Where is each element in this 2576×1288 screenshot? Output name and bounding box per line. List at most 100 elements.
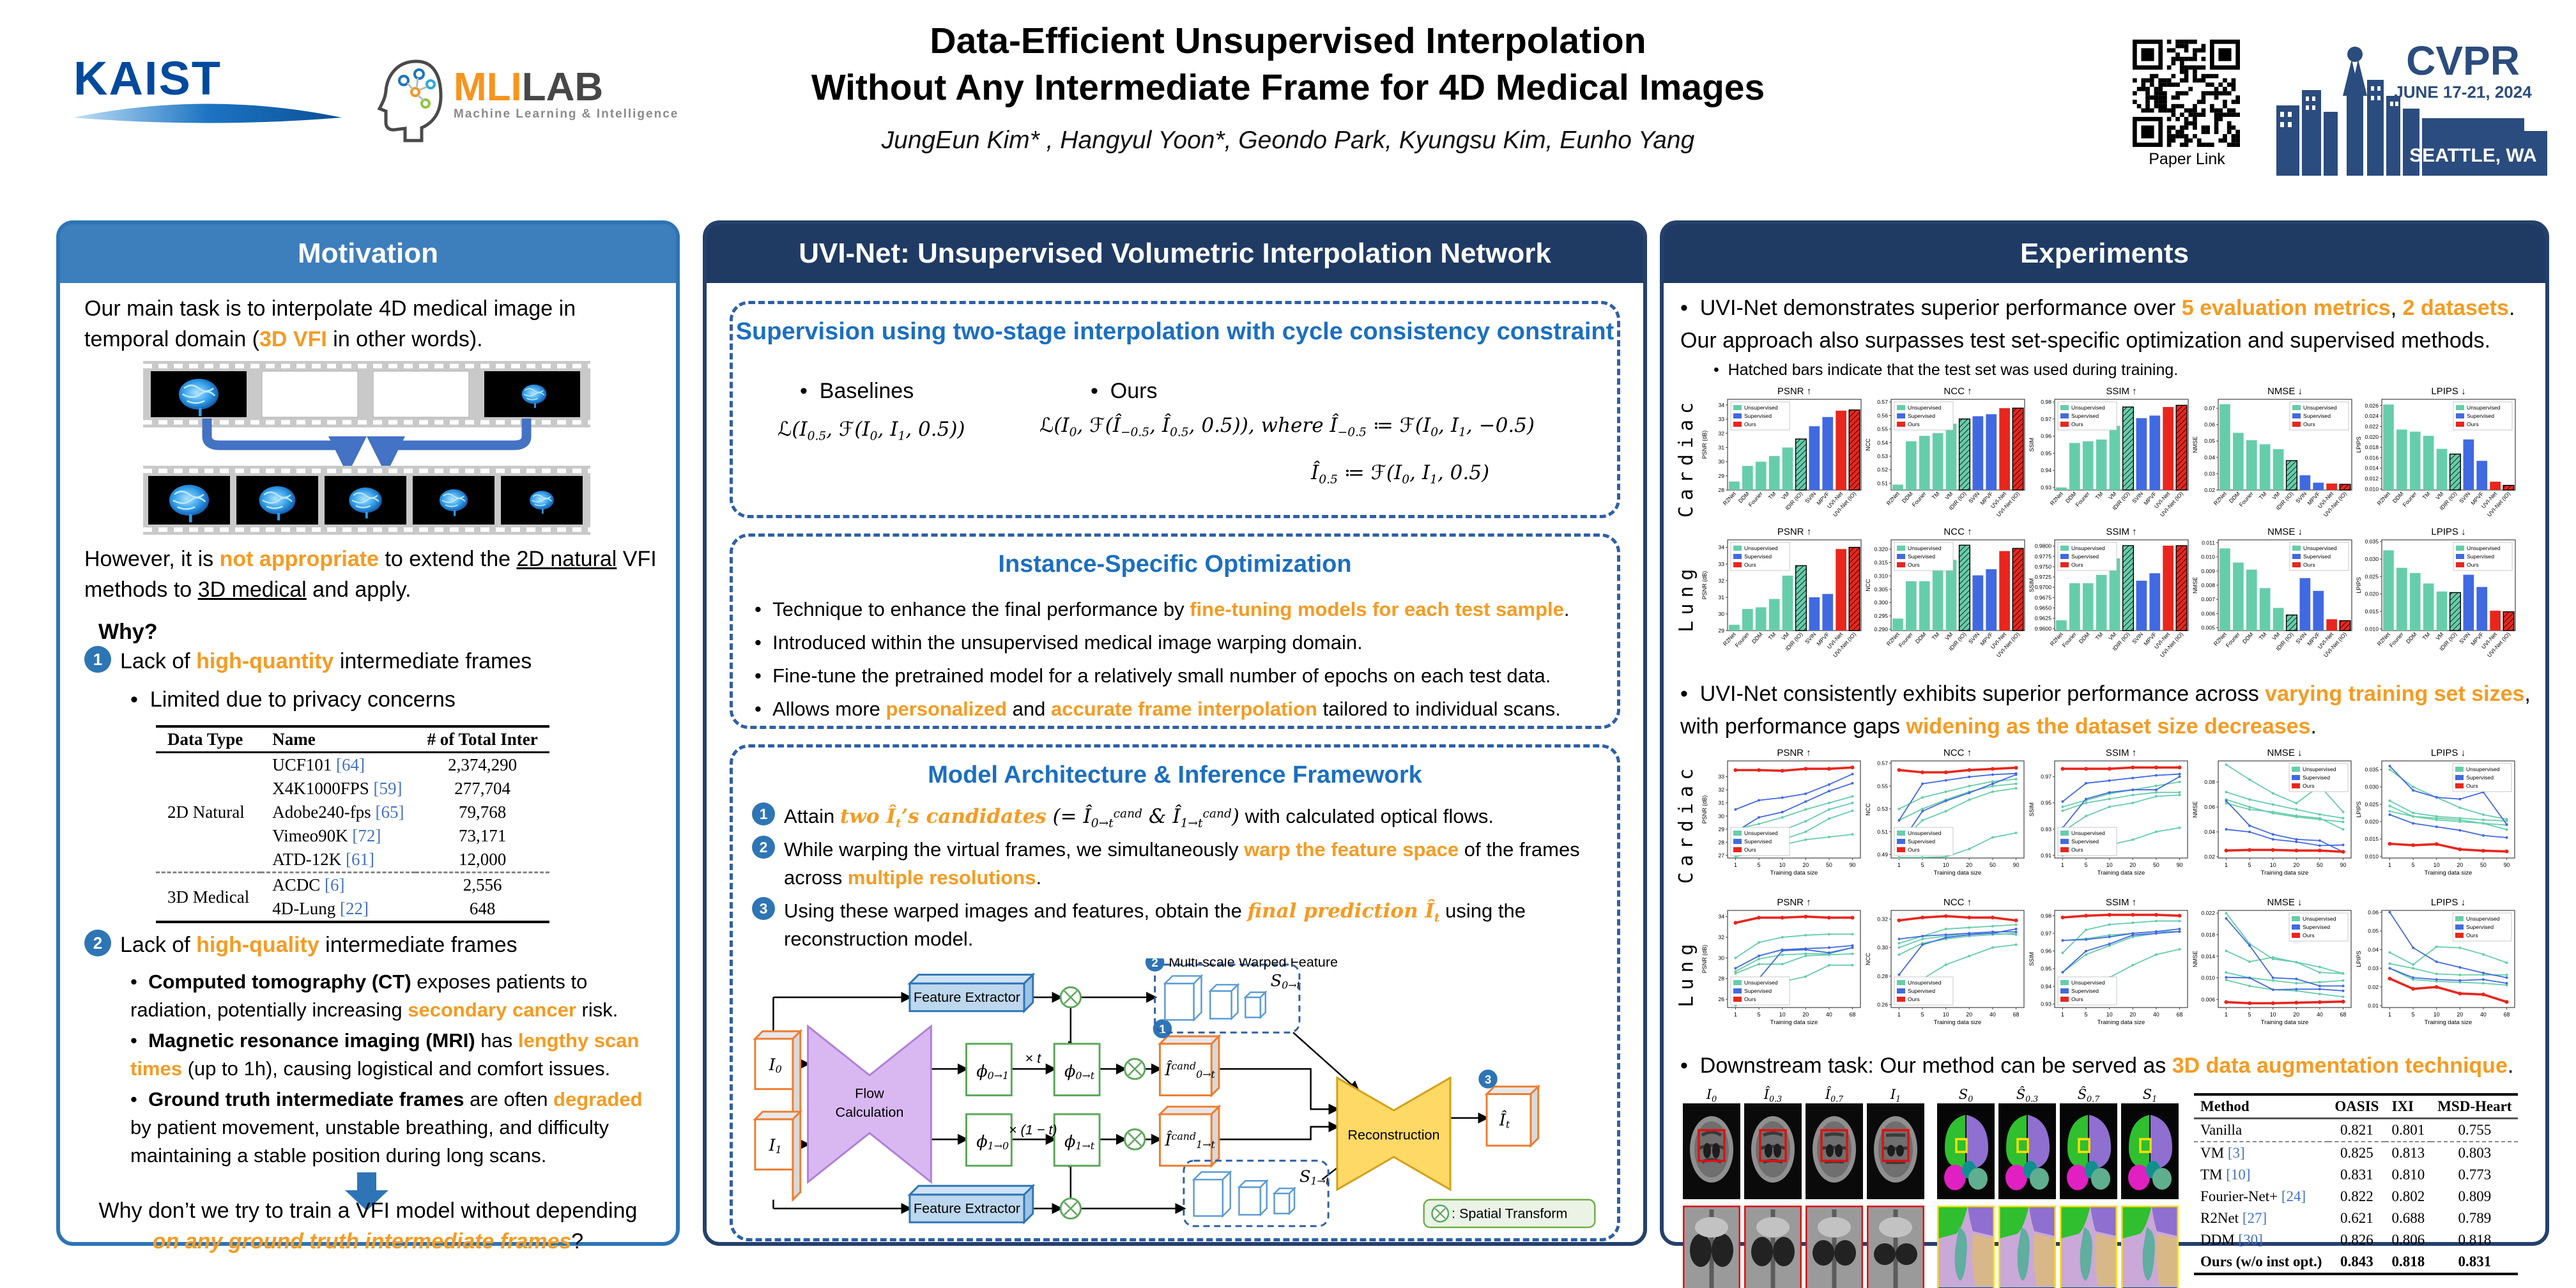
svg-text:LPIPS ↓: LPIPS ↓ [2431, 898, 2465, 908]
svg-text:5: 5 [2085, 862, 2088, 868]
svg-text:30: 30 [1718, 954, 1724, 961]
svg-text:ϕ0→1: ϕ0→1 [976, 1062, 1009, 1082]
svg-text:50: 50 [1989, 862, 1996, 868]
svg-text:40: 40 [1989, 1011, 1996, 1018]
svg-text:0.53: 0.53 [1877, 806, 1888, 812]
svg-text:1: 1 [1897, 862, 1901, 868]
thumb-label: I0 [1706, 1087, 1717, 1104]
supervision-title: Supervision using two-stage interpolatio… [735, 318, 1614, 345]
svg-text:5: 5 [2085, 1011, 2088, 1018]
svg-text:0.026: 0.026 [2365, 402, 2379, 409]
svg-text:1: 1 [2388, 862, 2391, 868]
svg-text:0.05: 0.05 [2368, 928, 2379, 934]
svg-text:PSNR (dB): PSNR (dB) [1701, 571, 1708, 600]
svg-text:0.035: 0.035 [2365, 539, 2379, 545]
svg-text:Ours: Ours [2303, 783, 2315, 789]
svg-text:Îcand0→t: Îcand0→t [1164, 1059, 1215, 1080]
svg-text:0.96: 0.96 [2041, 948, 2051, 954]
svg-text:Fourier: Fourier [1911, 491, 1928, 508]
svg-text:0.025: 0.025 [2365, 801, 2379, 808]
svg-text:0.03: 0.03 [2368, 965, 2379, 972]
svg-text:TM: TM [2258, 631, 2268, 641]
svg-text:5: 5 [1758, 862, 1761, 868]
svg-text:Supervised: Supervised [1908, 553, 1935, 560]
svg-text:Training data size: Training data size [2425, 870, 2472, 877]
svg-text:5: 5 [1921, 862, 1924, 868]
svg-text:DDM: DDM [2405, 631, 2418, 645]
svg-text:1: 1 [1734, 1011, 1737, 1018]
down-arrow-icon [345, 1172, 388, 1211]
svg-text:Ours: Ours [2303, 421, 2315, 427]
svg-text:90: 90 [2013, 862, 2020, 868]
architecture-box: Model Architecture & Inference Framework… [730, 744, 1620, 1241]
svg-text:5: 5 [2412, 862, 2415, 868]
exp-bullet-3: • Downstream task: Our method can be ser… [1680, 1054, 2514, 1078]
film-strip-figure [143, 361, 590, 535]
svg-text:0.012: 0.012 [2365, 475, 2379, 482]
svg-text:Supervised: Supervised [2466, 774, 2494, 781]
chart-row-label: Cardiac [1675, 762, 1698, 884]
svg-text:29: 29 [1718, 826, 1724, 832]
svg-text:32: 32 [1718, 934, 1724, 940]
svg-text:Supervised: Supervised [2071, 988, 2099, 994]
ours-label: • Ours [1091, 379, 1158, 403]
svg-text:NCC ↑: NCC ↑ [1943, 898, 1972, 908]
svg-text:0.310: 0.310 [1874, 572, 1888, 579]
svg-text:NMSE ↓: NMSE ↓ [2267, 387, 2303, 397]
svg-text:0.006: 0.006 [2201, 996, 2215, 1002]
svg-text:90: 90 [2504, 862, 2510, 868]
svg-text:Supervised: Supervised [2303, 774, 2330, 781]
svg-text:Supervised: Supervised [2071, 553, 2099, 560]
svg-text:0.295: 0.295 [1874, 613, 1888, 619]
svg-text:30: 30 [1718, 611, 1724, 617]
motivation-item2-b1: • Computed tomography (CT) exposes patie… [130, 970, 618, 1022]
baselines-label: • Baselines [800, 379, 914, 403]
svg-text:1: 1 [2061, 862, 2064, 868]
svg-text:TM: TM [2421, 491, 2432, 501]
svg-text:0.30: 0.30 [1877, 944, 1888, 951]
svg-text:29: 29 [1718, 473, 1724, 479]
dataset-table-header: Data Type [167, 730, 243, 749]
svg-text:40: 40 [2153, 1011, 2159, 1018]
svg-text:Fourier: Fourier [2225, 631, 2241, 648]
thumb-label: Ŝ0.3 [2016, 1087, 2039, 1104]
svg-text:Supervised: Supervised [2303, 413, 2331, 419]
svg-text:2: 2 [1151, 958, 1158, 969]
svg-text:TM: TM [1767, 491, 1777, 501]
svg-text:Fourier: Fourier [1897, 631, 1914, 648]
svg-text:VM: VM [2107, 491, 2117, 502]
paper-qr-block: Paper Link [2133, 40, 2241, 169]
svg-text:0.96: 0.96 [2041, 433, 2051, 440]
svg-text:Training data size: Training data size [2261, 1019, 2309, 1026]
svg-text:Fourier: Fourier [2238, 491, 2255, 508]
svg-text:0.98: 0.98 [2041, 912, 2051, 919]
svg-text:32: 32 [1718, 430, 1724, 436]
svg-text:Ours: Ours [2467, 421, 2479, 427]
svg-text:0.018: 0.018 [2201, 931, 2215, 938]
svg-text:34: 34 [1718, 402, 1724, 408]
svg-text:90: 90 [1850, 862, 1856, 868]
svg-text:68: 68 [2340, 1011, 2347, 1018]
thumb-label: S1 [2142, 1087, 2158, 1104]
svg-text:32: 32 [1718, 578, 1724, 584]
svg-text:NCC: NCC [1865, 803, 1871, 816]
svg-text:0.03: 0.03 [2204, 470, 2215, 477]
svg-text:5: 5 [1921, 1011, 1924, 1018]
svg-text:50: 50 [2317, 862, 2323, 868]
motivation-item1: 1 Lack of high-quantity intermediate fra… [84, 646, 659, 677]
svg-text:0.06: 0.06 [2204, 804, 2215, 810]
downstream-table-row: R2Net [27] 0.621 0.688 0.789 [2200, 1210, 2492, 1226]
svg-text:Training data size: Training data size [1934, 870, 1982, 877]
svg-text:Training data size: Training data size [1770, 870, 1818, 877]
svg-text:10: 10 [2106, 1011, 2113, 1018]
cvpr-name: CVPR [2406, 38, 2520, 84]
dataset-table-row: 4D-Lung [22] 648 [156, 897, 549, 922]
downstream-table-header: IXI [2391, 1098, 2414, 1114]
exp-bullet-1: • UVI-Net demonstrates superior performa… [1680, 296, 2515, 353]
dataset-table: Data Type Name # of Total Inter 2D Natural U… [156, 725, 549, 923]
svg-text:0.015: 0.015 [2365, 608, 2379, 615]
svg-text:Ours: Ours [1744, 562, 1756, 568]
svg-text:Fourier: Fourier [2402, 491, 2418, 508]
iso-bullet-1: • Technique to enhance the final perform… [755, 598, 1570, 620]
svg-text:Training data size: Training data size [2097, 1019, 2145, 1026]
